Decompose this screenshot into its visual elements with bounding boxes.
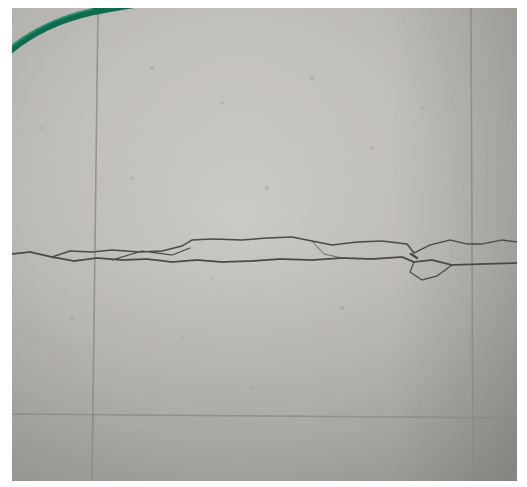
crack-branch-right-lower bbox=[409, 261, 453, 281]
concrete-crack-photo bbox=[12, 8, 517, 481]
tile-seam-horizontal-bottom bbox=[12, 413, 517, 419]
green-cable-highlight bbox=[12, 8, 93, 48]
crack-branch-upper bbox=[51, 236, 415, 258]
crack bbox=[12, 236, 517, 281]
crack-main-lower bbox=[12, 251, 517, 266]
crack-hairline bbox=[311, 240, 343, 259]
crack-branch-middle bbox=[111, 247, 191, 261]
tile-seam-vertical-left bbox=[91, 8, 99, 481]
photo-frame bbox=[12, 8, 517, 481]
floor-speckles bbox=[40, 66, 494, 450]
crack-node bbox=[409, 252, 419, 260]
crack-branch-right bbox=[413, 239, 517, 254]
floor-right-shade bbox=[12, 8, 517, 481]
green-cable bbox=[12, 8, 135, 54]
